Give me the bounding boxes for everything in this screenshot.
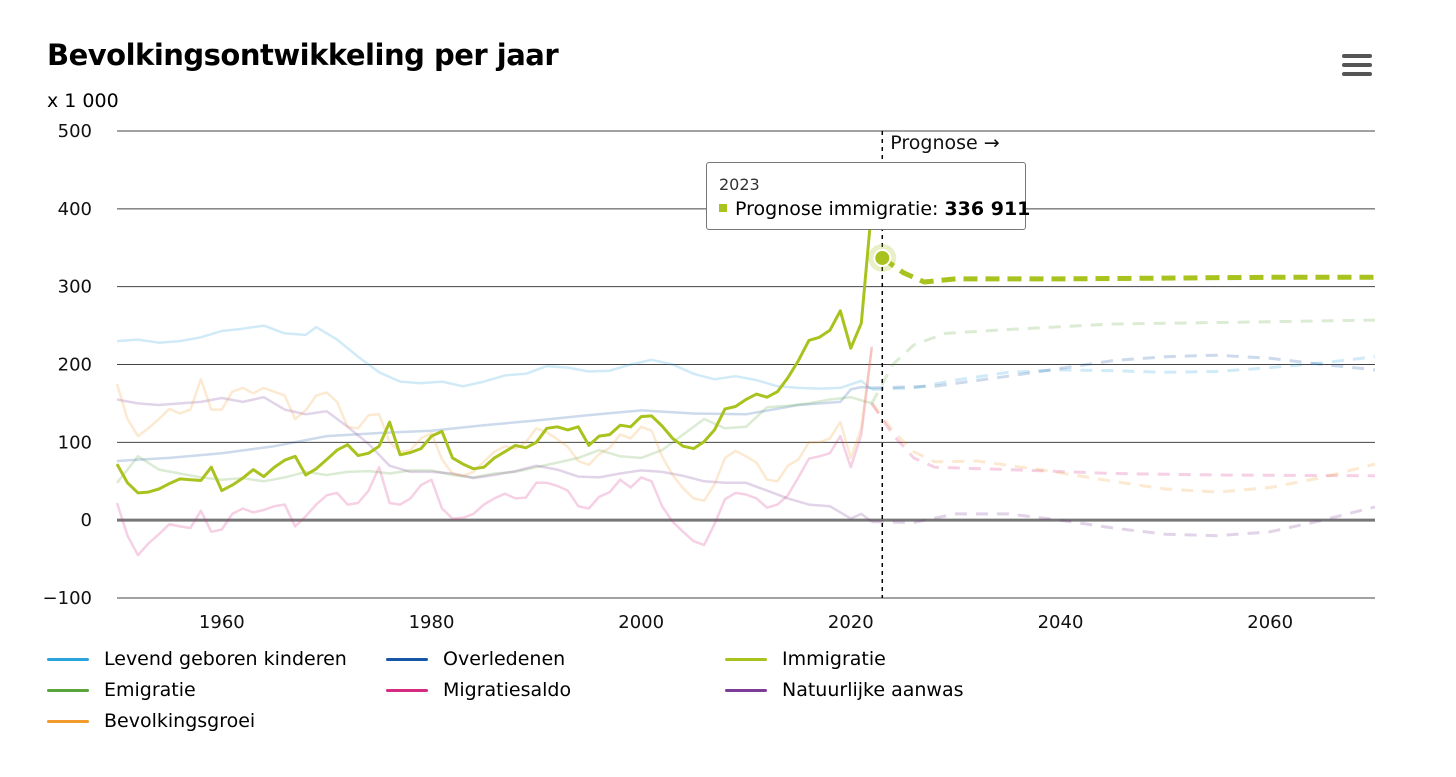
- series-forecast-overledenen: [871, 353, 1376, 390]
- legend-label: Migratiesaldo: [443, 679, 572, 701]
- x-tick-label: 2020: [828, 612, 874, 633]
- hover-point: [868, 243, 897, 272]
- chart-canvas: −100 0 100 200 300 400 500 1960 1980 2000 2020 204…: [43, 121, 1376, 633]
- x-tick-label: 2000: [618, 612, 664, 633]
- series-forecast-bevolkingsgroei: [870, 402, 1376, 494]
- x-tick-label: 2060: [1247, 612, 1293, 633]
- hover-dot: [873, 248, 892, 267]
- legend-item-levend-geboren-kinderen[interactable]: Levend geboren kinderen: [47, 648, 347, 670]
- legend-swatch: [47, 719, 89, 723]
- legend-item-emigratie[interactable]: Emigratie: [47, 679, 196, 701]
- tooltip-year: 2023: [719, 175, 760, 194]
- x-tick-label: 1980: [409, 612, 455, 633]
- y-tick-label: 0: [81, 510, 92, 531]
- legend-label: Levend geboren kinderen: [104, 648, 347, 670]
- series-line-levend-geboren-kinderen: [116, 324, 873, 391]
- series-line-overledenen: [116, 385, 872, 463]
- y-tick-label: 500: [58, 121, 92, 142]
- legend-label: Immigratie: [782, 648, 886, 670]
- legend-swatch: [725, 688, 767, 692]
- tooltip-row: Prognose immigratie: 336 911: [719, 198, 1030, 220]
- y-tick-label: 100: [58, 432, 92, 453]
- y-tick-label: 300: [58, 277, 92, 298]
- series-background: [115, 318, 1376, 557]
- tooltip: 2023 Prognose immigratie: 336 911: [706, 162, 1030, 230]
- y-tick-label: 200: [58, 355, 92, 376]
- legend-item-overledenen[interactable]: Overledenen: [386, 648, 565, 670]
- y-axis-ticks: −100 0 100 200 300 400 500: [43, 121, 92, 609]
- series-highlight: [115, 206, 1375, 495]
- legend-swatch: [386, 688, 428, 692]
- series-forecast-levend-geboren-kinderen: [871, 355, 1376, 391]
- menu-icon[interactable]: [1342, 54, 1372, 80]
- forecast-label: Prognose →: [890, 132, 999, 154]
- legend-swatch: [47, 688, 89, 692]
- y-tick-label: −100: [43, 588, 92, 609]
- y-tick-label: 400: [58, 199, 92, 220]
- y-unit-label: x 1 000: [47, 90, 119, 112]
- tooltip-label: Prognose immigratie:: [735, 198, 939, 220]
- x-axis-ticks: 1960 1980 2000 2020 2040 2060: [199, 612, 1293, 633]
- legend-label: Emigratie: [104, 679, 196, 701]
- series-forecast-immigratie: [880, 255, 1375, 285]
- legend-item-migratiesaldo[interactable]: Migratiesaldo: [386, 679, 571, 701]
- tooltip-value: 336 911: [944, 198, 1031, 220]
- series-line-bevolkingsgroei: [115, 348, 874, 502]
- legend-item-bevolkingsgroei[interactable]: Bevolkingsgroei: [47, 710, 255, 732]
- series-forecast-emigratie: [870, 318, 1376, 405]
- x-tick-label: 1960: [199, 612, 245, 633]
- legend-swatch: [386, 657, 428, 661]
- series-forecast-natuurlijke-aanwas: [871, 505, 1376, 538]
- legend-item-natuurlijke-aanwas[interactable]: Natuurlijke aanwas: [725, 679, 964, 701]
- tooltip-swatch: [719, 203, 727, 212]
- legend-label: Overledenen: [443, 648, 566, 670]
- legend-label: Natuurlijke aanwas: [782, 679, 964, 701]
- series-line-natuurlijke-aanwas: [116, 395, 873, 523]
- chart-title: Bevolkingsontwikkeling per jaar: [47, 38, 559, 72]
- legend-item-immigratie[interactable]: Immigratie: [725, 648, 886, 670]
- series-line-emigratie: [116, 395, 873, 484]
- legend-swatch: [725, 657, 767, 661]
- forecast-marker: Prognose →: [881, 131, 1000, 598]
- legend-label: Bevolkingsgroei: [104, 710, 256, 732]
- x-tick-label: 2040: [1038, 612, 1084, 633]
- series-line-migratiesaldo: [115, 346, 874, 557]
- legend-swatch: [47, 657, 89, 661]
- series-line-immigratie: [115, 206, 874, 495]
- series-forecast-migratiesaldo: [870, 402, 1376, 478]
